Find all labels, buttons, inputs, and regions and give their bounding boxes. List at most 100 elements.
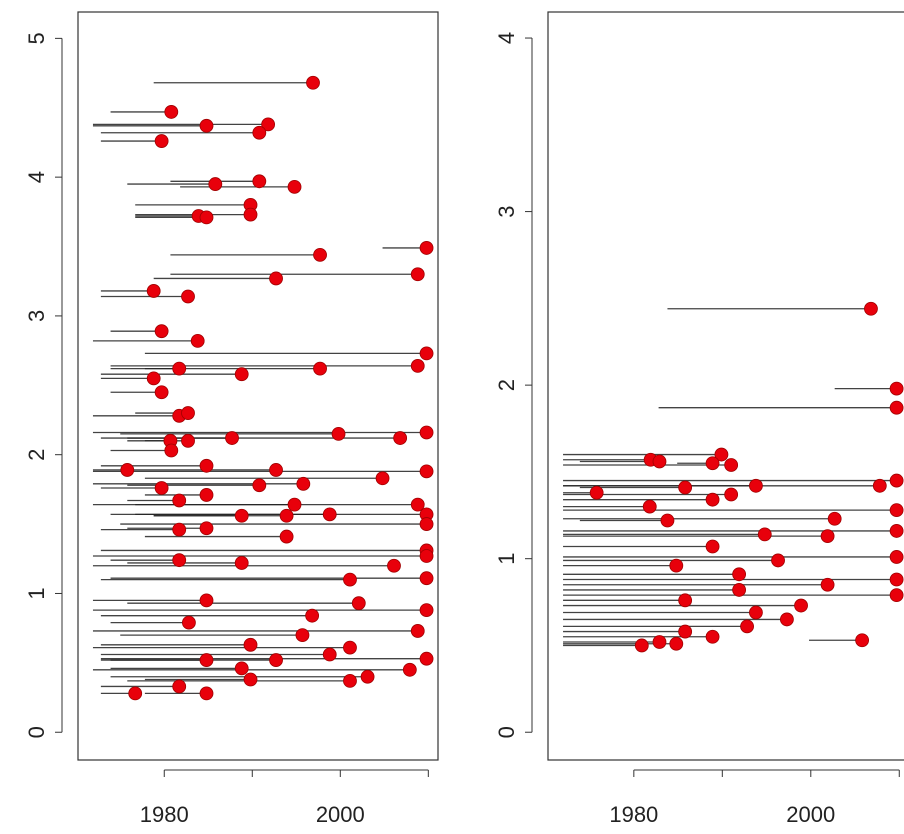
point <box>199 118 214 133</box>
point <box>419 517 434 531</box>
point <box>889 381 904 396</box>
x-tick-label: 2000 <box>316 802 365 827</box>
point <box>771 553 785 568</box>
point <box>343 572 357 587</box>
point <box>652 454 667 469</box>
point <box>225 431 239 445</box>
point <box>634 638 649 653</box>
point <box>269 653 283 667</box>
point <box>889 473 904 488</box>
point <box>387 558 401 573</box>
point <box>714 447 729 462</box>
point <box>732 583 747 597</box>
y-tick-label: 5 <box>24 32 49 44</box>
point <box>827 511 842 526</box>
point <box>642 499 657 514</box>
point <box>269 463 283 477</box>
point <box>402 662 417 677</box>
point <box>343 673 357 688</box>
point <box>889 524 904 538</box>
y-tick-label: 4 <box>24 171 49 183</box>
point <box>678 480 693 495</box>
point <box>749 605 763 620</box>
point <box>419 425 434 440</box>
point <box>410 624 425 638</box>
point <box>172 679 187 694</box>
point <box>393 431 408 445</box>
point <box>794 598 808 613</box>
point <box>678 593 693 608</box>
point <box>296 476 311 491</box>
y-tick-label: 3 <box>494 205 519 217</box>
point <box>287 179 302 194</box>
point <box>375 471 390 486</box>
point <box>419 603 434 618</box>
point <box>208 177 223 191</box>
plot-box <box>77 11 439 761</box>
point <box>669 636 684 651</box>
point <box>234 661 249 676</box>
point <box>199 593 214 608</box>
point <box>279 508 294 523</box>
point <box>252 174 267 189</box>
point <box>669 558 684 573</box>
point <box>855 633 870 648</box>
point <box>295 628 310 643</box>
point <box>146 371 161 386</box>
point <box>589 485 604 500</box>
point <box>419 571 434 586</box>
point <box>199 686 214 701</box>
x-tick-label: 2000 <box>786 802 835 827</box>
point <box>779 612 794 627</box>
point <box>164 105 179 119</box>
y-tick-label: 0 <box>24 726 49 738</box>
point <box>872 478 887 493</box>
point <box>279 529 294 544</box>
plot-box <box>547 11 904 761</box>
point <box>199 210 214 225</box>
point <box>419 464 434 479</box>
y-tick-label: 3 <box>24 310 49 322</box>
point <box>154 324 169 339</box>
y-tick-label: 2 <box>494 379 519 391</box>
point <box>351 596 366 611</box>
point <box>313 361 327 376</box>
point <box>269 271 283 286</box>
point <box>306 75 320 90</box>
point <box>172 361 187 376</box>
point <box>705 539 720 554</box>
point <box>199 521 214 536</box>
y-tick-label: 4 <box>494 32 519 44</box>
point <box>889 503 904 517</box>
point <box>181 289 195 304</box>
point <box>705 456 720 471</box>
point <box>252 125 267 140</box>
point <box>889 400 904 415</box>
point <box>243 637 258 652</box>
point <box>732 567 747 582</box>
point <box>419 549 434 563</box>
point <box>199 653 214 667</box>
point <box>181 406 195 420</box>
point <box>724 458 739 472</box>
point <box>322 507 337 522</box>
point <box>234 508 249 523</box>
point <box>740 619 754 634</box>
point <box>360 669 375 684</box>
y-tick-label: 2 <box>24 449 49 461</box>
point <box>128 686 143 701</box>
point <box>889 588 904 603</box>
point <box>172 493 187 508</box>
point <box>243 672 258 687</box>
point <box>287 497 302 512</box>
point <box>705 492 720 507</box>
point <box>190 333 205 348</box>
point <box>182 615 196 630</box>
y-tick-label: 1 <box>494 553 519 565</box>
point <box>410 497 425 512</box>
point <box>181 433 195 448</box>
point <box>820 529 835 544</box>
point <box>343 640 357 655</box>
point <box>313 247 327 262</box>
